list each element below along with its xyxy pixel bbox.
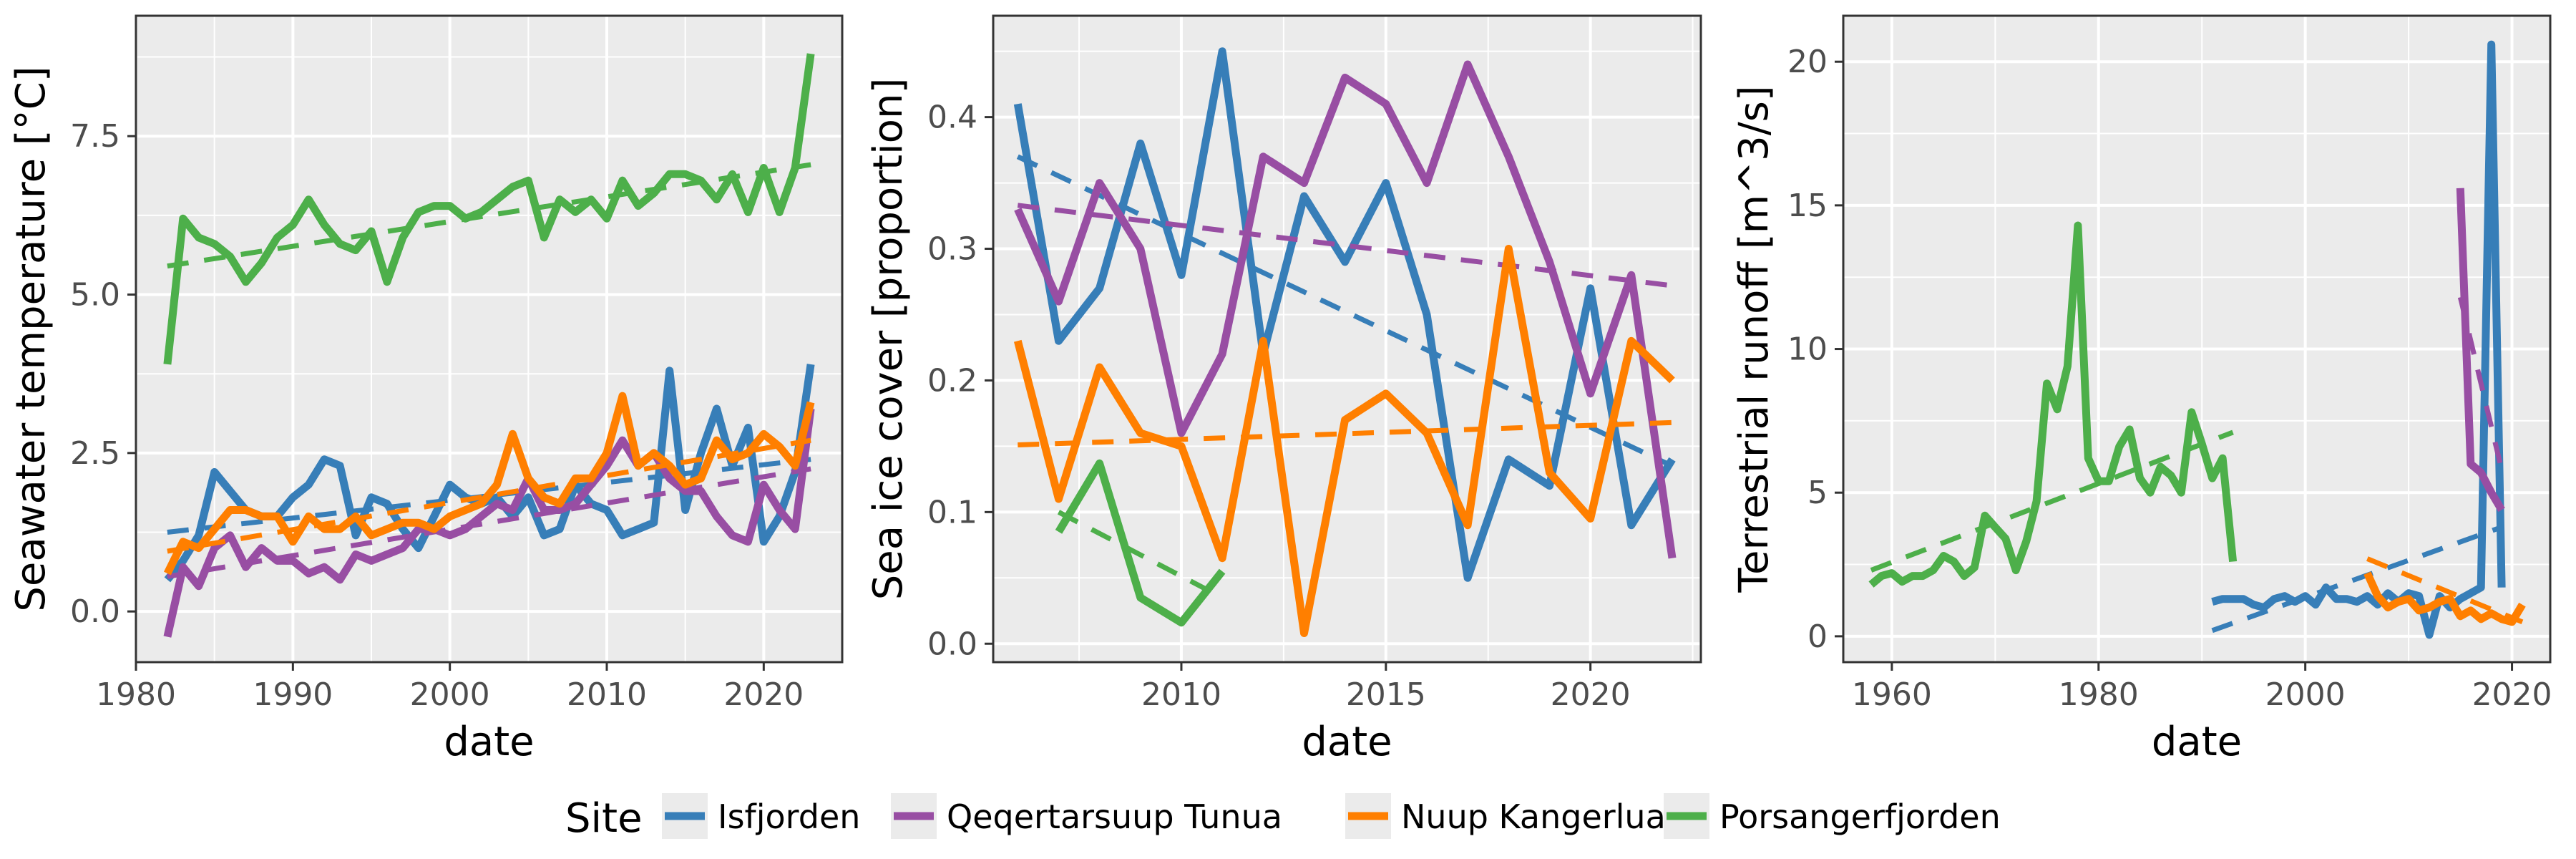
y-tick-label: 0.3 (927, 231, 977, 268)
y-tick-label: 7.5 (70, 118, 120, 155)
panel-border (1842, 14, 2552, 664)
x-tick-label: 2010 (1141, 676, 1221, 713)
y-tick-label: 20 (1787, 44, 1828, 80)
x-tick-label: 2015 (1346, 676, 1426, 713)
x-axis-title: date (2152, 719, 2242, 765)
series-porsangerfjorden-line (1868, 221, 2238, 588)
y-tick-label: 5.0 (70, 277, 120, 314)
series-nuup-kangerlua-trend-line (2366, 556, 2524, 625)
x-tick-label: 2020 (723, 676, 804, 713)
x-tick-label: 2000 (410, 676, 490, 713)
y-tick-label: 0.1 (927, 494, 977, 530)
x-tick-label: 2020 (2472, 676, 2552, 713)
series-porsangerfjorden-line (163, 53, 815, 365)
series-porsangerfjorden-trend-line (1057, 510, 1224, 600)
y-tick-label: 0 (1807, 618, 1828, 655)
panel-border (135, 14, 844, 664)
y-axis-title: Seawater temperature [°C] (8, 66, 54, 611)
plot-area (1868, 40, 2526, 639)
panel-border (992, 14, 1702, 664)
x-tick-label: 1980 (2059, 676, 2139, 713)
series-qeqertarsuup-tunua-trend-line (2457, 296, 2504, 470)
series-porsangerfjorden-line (1055, 459, 1226, 627)
y-tick-label: 5 (1807, 475, 1828, 511)
x-tick-label: 2010 (567, 676, 647, 713)
legend-entry-porsangerfjorden-label: Porsangerfjorden (1719, 797, 2001, 836)
y-tick-label: 0.2 (927, 362, 977, 399)
series-isfjorden-line (1013, 47, 1676, 582)
x-axis-title: date (1302, 719, 1392, 765)
series-isfjorden-trend-line (1016, 154, 1674, 469)
legend-entry-nuup-kangerlua-label: Nuup Kangerlua (1401, 797, 1666, 836)
series-qeqertarsuup-tunua-line (1014, 60, 1677, 559)
series-nuup-kangerlua-line (2363, 571, 2526, 626)
y-tick-label: 2.5 (70, 435, 120, 472)
legend-entry-qeqertarsuup-tunua-label: Qeqertarsuup Tunua (947, 797, 1282, 836)
series-nuup-kangerlua-line (163, 392, 815, 576)
x-tick-label: 1990 (253, 676, 333, 713)
x-tick-label: 2000 (2265, 676, 2346, 713)
y-tick-label: 10 (1787, 331, 1828, 368)
plot-area (163, 53, 815, 638)
panel-background (1843, 16, 2550, 662)
y-axis-title: Sea ice cover [proportion] (865, 78, 912, 601)
legend-title: Site (565, 795, 643, 842)
x-tick-label: 2020 (1551, 676, 1631, 713)
panel-seawater-temperature: 1980 1990 2000 2010 2020 0.0 2.5 5.0 7.5 date Seaw… (8, 14, 844, 765)
series-qeqertarsuup-tunua-line (163, 408, 815, 638)
series-qeqertarsuup-tunua-line (2456, 188, 2505, 513)
series-isfjorden-trend-line (2211, 525, 2503, 634)
series-nuup-kangerlua-line (1013, 245, 1675, 637)
x-tick-label: 1960 (1852, 676, 1932, 713)
x-tick-label: 1980 (96, 676, 176, 713)
legend-entry-isfjorden-label: Isfjorden (718, 797, 860, 836)
plot-area (1013, 47, 1677, 637)
series-porsangerfjorden-trend-line (1870, 430, 2234, 573)
y-axis-title: Terrestrial runoff [m^3/s] (1731, 85, 1777, 593)
panel-sea-ice-cover: 2010 2015 2020 0.0 0.1 0.2 0.3 0.4 date Sea ice c… (865, 14, 1702, 765)
y-tick-label: 0.0 (927, 626, 977, 662)
panel-terrestrial-runoff: 1960 1980 2000 2020 0 5 10 15 20 date Terrestrial … (1731, 14, 2552, 765)
panel-background (993, 16, 1701, 662)
x-axis-title: date (444, 719, 534, 765)
legend: Site Isfjorden Qeqertarsuup Tunua Nuup Kang… (565, 793, 2001, 842)
y-tick-label: 0.4 (927, 100, 977, 136)
y-tick-label: 15 (1787, 188, 1828, 224)
y-tick-label: 0.0 (70, 593, 120, 630)
